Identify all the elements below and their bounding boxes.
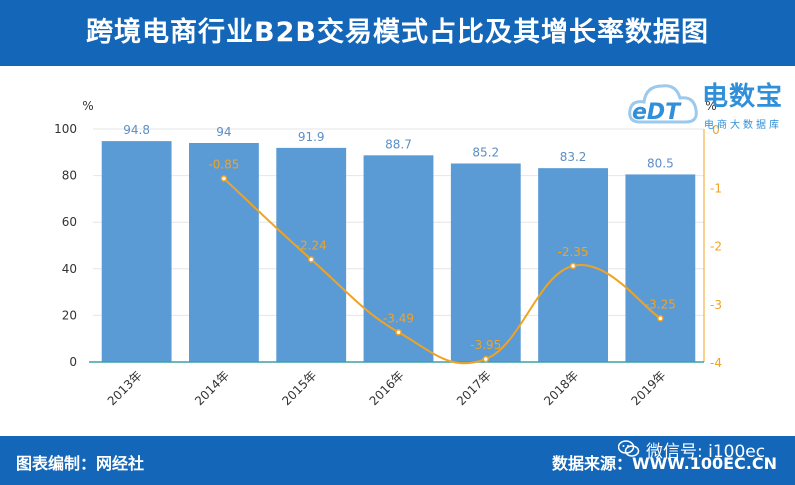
x-tick-label: 2016年	[367, 368, 407, 408]
bar	[450, 163, 521, 362]
x-tick-label: 2018年	[541, 368, 581, 408]
y2-tick-label: -2	[710, 240, 722, 254]
y2-tick-label: 0	[712, 123, 720, 137]
x-tick-label: 2014年	[192, 368, 232, 408]
growth-data-label: -2.24	[296, 238, 327, 252]
growth-line	[223, 177, 661, 365]
growth-data-label: -3.25	[645, 297, 676, 311]
bar-data-label: 91.9	[298, 130, 325, 144]
bar	[363, 155, 434, 362]
y-tick-label: 60	[62, 215, 77, 229]
logo-name: 电数宝	[702, 82, 784, 112]
growth-point	[657, 315, 664, 322]
page-title: 跨境电商行业B2B交易模式占比及其增长率数据图	[86, 17, 709, 48]
y-tick-label: 80	[62, 169, 77, 183]
logo-mark: eDT	[632, 100, 681, 125]
chart: 0 20 40 60 80 100 0 -1 -2 -3 -4% % 94.8 94 91.9 88.7 85.…	[54, 99, 722, 408]
x-tick-label: 2015年	[279, 368, 319, 408]
y2-tick-label: -4	[710, 356, 722, 370]
footer-credit: 图表编制：网经社	[16, 454, 145, 473]
bar-data-label: 88.7	[385, 137, 412, 151]
growth-point	[482, 355, 490, 363]
y2-tick-label: -3	[710, 298, 722, 312]
growth-data-label: -3.49	[383, 311, 414, 325]
bar-data-label: 85.2	[472, 145, 499, 159]
logo: eDT 电数宝 电商大数据库	[626, 72, 791, 136]
y-tick-label: 20	[62, 308, 77, 322]
x-tick-label: 2013年	[105, 368, 145, 408]
bar-data-label: 94	[216, 125, 231, 139]
growth-point	[307, 256, 315, 263]
growth-point	[395, 329, 402, 336]
y-tick-label: 40	[62, 262, 77, 276]
growth-data-label: -2.35	[558, 245, 589, 259]
footer-bar: 图表编制：网经社 数据来源：WWW.100EC.CN	[0, 436, 795, 485]
x-tick-label: 2019年	[628, 368, 668, 408]
y2-tick-label: -1	[710, 181, 722, 195]
y-tick-label: 100	[54, 122, 77, 136]
footer-source: 数据来源：WWW.100EC.CN	[551, 454, 777, 473]
bar	[276, 147, 347, 362]
growth-point	[569, 262, 577, 270]
bar-data-label: 83.2	[560, 150, 587, 164]
cloud-logo-icon	[628, 84, 698, 124]
wechat-icon	[618, 440, 640, 457]
wechat-id: 微信号: i100ec	[646, 441, 766, 462]
growth-data-label: -0.85	[208, 158, 239, 172]
bar-data-label: 94.8	[123, 123, 150, 137]
header-bar: 跨境电商行业B2B交易模式占比及其增长率数据图	[0, 0, 795, 66]
wechat-badge: 微信号: i100ec	[618, 436, 765, 462]
bar	[101, 141, 172, 362]
bar-data-label: 80.5	[647, 156, 674, 170]
y-axis-label: %	[82, 99, 93, 113]
growth-point	[220, 175, 228, 182]
x-tick-label: 2017年	[454, 368, 494, 408]
y2-axis-label: %	[705, 99, 716, 113]
growth-data-label: -3.95	[470, 338, 501, 352]
bar	[625, 174, 696, 362]
y-tick-label: 0	[69, 355, 77, 369]
logo-subtitle: 电商大数据库	[704, 120, 782, 131]
